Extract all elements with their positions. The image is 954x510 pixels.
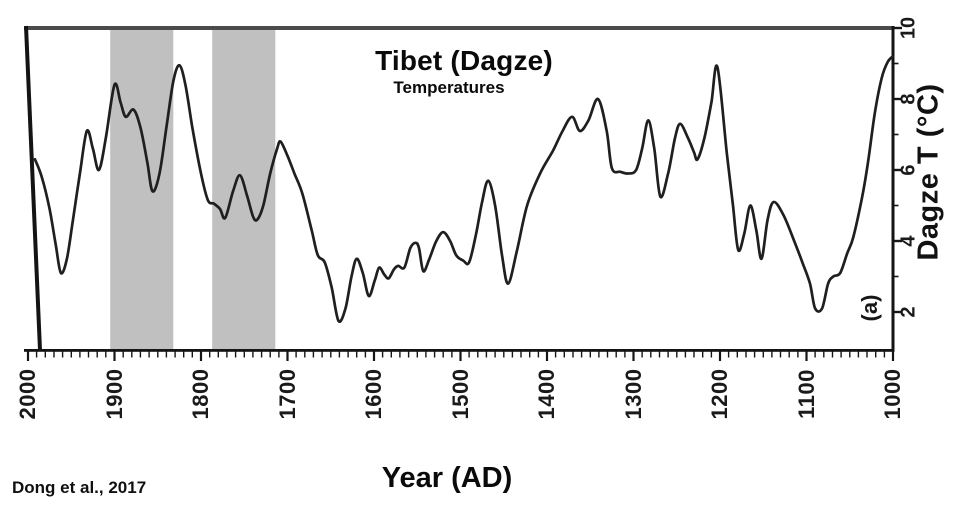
y-tick-label: 10	[897, 16, 920, 40]
x-tick-label: 1600	[361, 368, 386, 420]
x-tick-label: 1700	[274, 368, 300, 420]
x-tick-label: 1100	[793, 369, 819, 419]
x-axis-title: Year (AD)	[381, 462, 513, 494]
attribution: Dong et al., 2017	[12, 478, 147, 497]
x-axis-line	[24, 349, 895, 352]
x-tick-label: 1500	[447, 368, 473, 420]
x-tick-label: 1000	[880, 368, 905, 420]
x-tick-label: 1300	[620, 368, 646, 420]
temperature-curve	[33, 55, 895, 324]
plot-border-left	[24, 25, 42, 351]
y-tick-label: 6	[897, 164, 920, 176]
y-tick-label: 4	[897, 235, 920, 247]
x-tick-label: 1900	[101, 368, 127, 420]
panel-label: (a)	[857, 294, 882, 322]
y-axis-line	[891, 26, 895, 352]
x-tick-label: 1400	[534, 368, 559, 420]
plot-border-top	[24, 26, 894, 30]
shaded-band	[212, 28, 276, 350]
y-tick-label: 2	[897, 306, 920, 318]
x-tick-label: 1800	[188, 368, 213, 420]
y-tick-label: 8	[897, 93, 920, 105]
x-tick-label: 1200	[707, 368, 732, 420]
chart-subtitle: Temperatures	[393, 78, 505, 97]
x-tick-label: 2000	[15, 368, 40, 420]
shaded-band	[110, 28, 174, 350]
chart-title: Tibet (Dagze)	[375, 45, 553, 76]
